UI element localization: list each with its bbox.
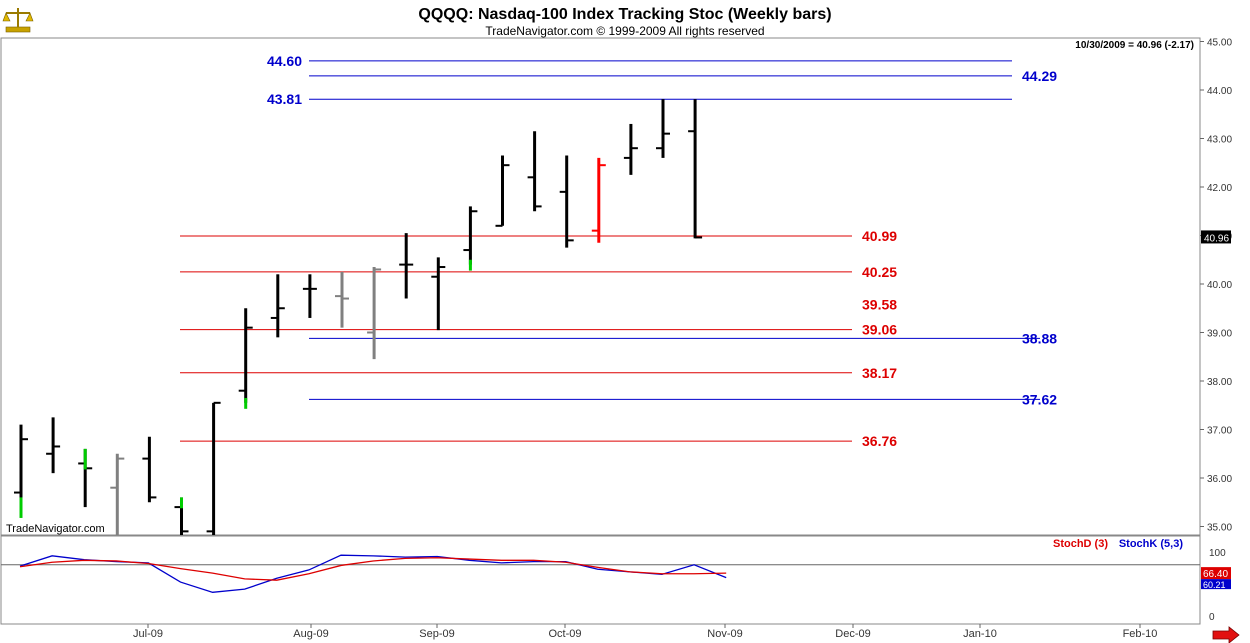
- stoch-d-line: [19, 557, 727, 581]
- blue-level-label: 44.60: [267, 53, 302, 69]
- stoch-d-last-label: 66.40: [1203, 569, 1228, 580]
- ohlc-bar: [302, 274, 317, 318]
- time-tick-label: Jan-10: [963, 628, 997, 640]
- stoch-tick-label: 100: [1209, 548, 1226, 559]
- ohlc-bar: [270, 274, 285, 338]
- blue-level-label: 44.29: [1022, 68, 1057, 84]
- last-price-readout: 10/30/2009 = 40.96 (-2.17): [1075, 40, 1194, 51]
- time-tick-label: Dec-09: [835, 628, 870, 640]
- stochastic-panel-frame: [0, 535, 1201, 625]
- price-tick-label: 42.00: [1207, 183, 1232, 194]
- time-tick-label: Jul-09: [133, 628, 163, 640]
- red-level-label: 40.99: [862, 228, 897, 244]
- stoch-tick-label: 0: [1209, 612, 1215, 623]
- stoch-d-last-box: [1201, 567, 1231, 580]
- time-tick-label: Nov-09: [707, 628, 742, 640]
- ohlc-bar: [367, 267, 382, 360]
- ohlc-bar: [110, 453, 125, 535]
- ohlc-bar: [495, 155, 510, 227]
- time-tick-label: Sep-09: [419, 628, 454, 640]
- price-tick-label: 43.00: [1207, 135, 1232, 146]
- stoch-d-legend: StochD (3): [1053, 538, 1108, 550]
- last-value-marker: 40.96: [1201, 230, 1231, 244]
- header: QQQQ: Nasdaq-100 Index Tracking Stoc (We…: [2, 6, 832, 38]
- time-tick-label: Feb-10: [1123, 628, 1158, 640]
- red-level-label: 39.58: [862, 296, 897, 312]
- price-tick-label: 35.00: [1207, 523, 1232, 534]
- blue-level-label: 38.88: [1022, 330, 1057, 346]
- price-bars: [14, 99, 703, 535]
- ohlc-bar: [623, 123, 638, 175]
- blue-level-label: 37.62: [1022, 391, 1057, 407]
- last-value-label: 40.96: [1204, 233, 1229, 244]
- price-axis: 35.0036.0037.0038.0039.0040.0041.0042.00…: [1200, 38, 1232, 534]
- ohlc-bar: [431, 257, 446, 331]
- price-tick-label: 45.00: [1207, 38, 1232, 49]
- price-panel-frame: [0, 37, 1201, 536]
- ohlc-bar: [527, 131, 542, 212]
- ohlc-bar: [463, 206, 478, 265]
- time-tick-label: Oct-09: [548, 628, 581, 640]
- price-tick-label: 39.00: [1207, 329, 1232, 340]
- time-tick-label: Aug-09: [293, 628, 328, 640]
- stoch-k-legend: StochK (5,3): [1119, 538, 1184, 550]
- stochastic-lines: [1, 554, 1200, 593]
- ohlc-bar: [238, 308, 253, 403]
- scales-logo: [2, 8, 34, 33]
- ohlc-bar: [591, 157, 606, 243]
- ohlc-bar: [335, 271, 349, 328]
- blue-level-label: 43.81: [267, 91, 302, 107]
- ohlc-bar: [142, 436, 157, 503]
- time-axis: Jul-09 Aug-09 Sep-09 Oct-09 Nov-09 Dec-09 Jan-…: [133, 624, 1157, 640]
- ohlc-bar: [206, 401, 221, 535]
- copyright-notice: TradeNavigator.com © 1999-2009 All right…: [485, 24, 764, 38]
- red-level-label: 36.76: [862, 433, 897, 449]
- ohlc-bar: [399, 233, 414, 299]
- price-tick-label: 38.00: [1207, 377, 1232, 388]
- ohlc-bar: [559, 155, 574, 248]
- red-level-label: 40.25: [862, 264, 897, 280]
- ohlc-bar: [688, 99, 703, 239]
- scroll-right-arrow-icon[interactable]: [1212, 626, 1240, 643]
- ohlc-bar: [656, 99, 670, 158]
- watermark: TradeNavigator.com: [6, 523, 105, 535]
- chart-title: QQQQ: Nasdaq-100 Index Tracking Stoc (We…: [418, 6, 831, 23]
- stoch-k-last-box: [1201, 579, 1231, 590]
- support-resistance-levels: 44.60 44.29 43.81 38.88 37.62 40.99 40.25 39.58…: [180, 53, 1057, 449]
- red-level-label: 38.17: [862, 365, 897, 381]
- price-tick-label: 40.00: [1207, 280, 1232, 291]
- price-tick-label: 36.00: [1207, 474, 1232, 485]
- red-level-label: 39.06: [862, 322, 897, 338]
- ohlc-bar: [46, 417, 61, 474]
- price-tick-label: 44.00: [1207, 86, 1232, 97]
- price-tick-label: 37.00: [1207, 426, 1232, 437]
- stoch-k-last-label: 60.21: [1203, 580, 1226, 590]
